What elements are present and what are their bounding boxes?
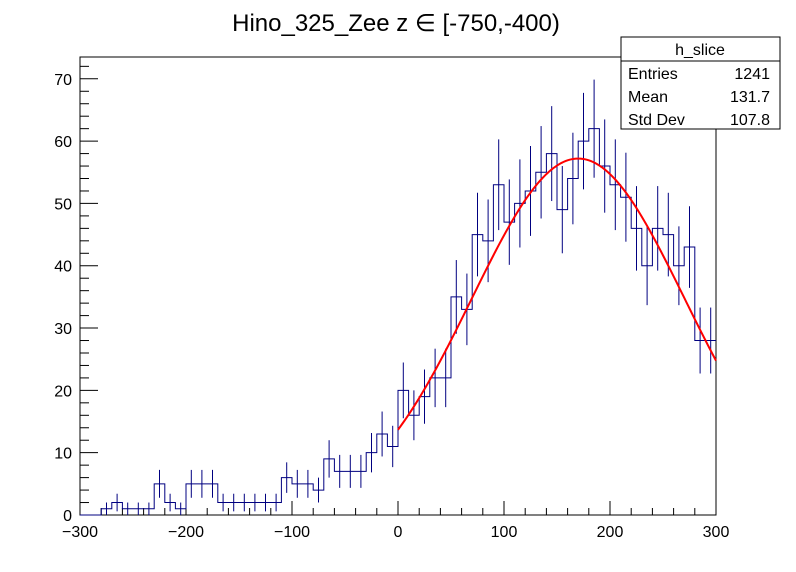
y-axis: 0 10 20 30 40 50 60 70 [54,65,98,525]
stats-box-frame [620,36,781,130]
stats-entries-label: Entries [628,66,678,83]
x-tick-label: 100 [491,524,518,541]
y-tick-label: 0 [63,508,72,525]
chart-title: Hino_325_Zee z ∈ [-750,-400) [232,10,560,37]
x-tick-label: 0 [394,524,403,541]
stats-stddev-label: Std Dev [628,112,685,129]
x-tick-label: 300 [703,524,730,541]
fit-curve-group [397,157,717,431]
stats-mean-label: Mean [628,89,668,106]
stats-box-title: h_slice [675,42,725,59]
y-tick-label: 10 [54,446,72,463]
stats-stddev-value: 107.8 [730,112,770,129]
y-tick-label: 20 [54,383,72,400]
error-bars [106,79,712,515]
y-tick-label: 70 [54,72,72,89]
stats-box: h_slice Entries 1241 Mean 131.7 Std Dev … [620,36,781,130]
x-tick-label: 200 [597,524,624,541]
stats-mean-value: 131.7 [730,89,770,106]
y-tick-label: 30 [54,321,72,338]
y-tick-label: 60 [54,134,72,151]
histogram-series [80,128,716,516]
y-tick-label: 40 [54,259,72,276]
fit-curve [397,157,717,431]
histogram-outline [80,128,716,516]
y-tick-label: 50 [54,196,72,213]
x-tick-label: −300 [62,524,98,541]
x-axis: −300 −200 −100 0 100 200 300 [62,501,729,541]
stats-entries-value: 1241 [734,66,770,83]
x-tick-label: −100 [274,524,310,541]
x-tick-label: −200 [168,524,204,541]
